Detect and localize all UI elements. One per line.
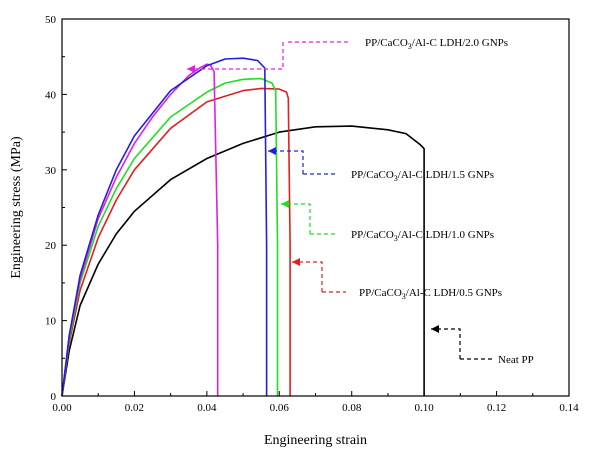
series-line-4 [61,63,219,397]
legend-label-subscript: 3 [394,174,398,183]
x-tick-label: 0.06 [270,402,290,414]
y-tick-label: 50 [45,14,57,26]
x-tick-label: 0.14 [559,402,579,414]
x-tick-label: 0.12 [487,402,506,414]
legend-arrow-head-1 [292,258,300,266]
data-curves [61,57,425,397]
legend-label-prefix: PP/CaCO [359,287,402,299]
legend-label-prefix: PP/CaCO [365,37,408,49]
legend-label-0: Neat PP [498,354,534,366]
x-tick-label: 0.02 [125,402,144,414]
legend-arrow-head-4 [187,65,195,73]
y-axis-title: Engineering stress (MPa) [9,136,24,279]
legend-arrow-line-3 [268,150,304,174]
y-tick-label: 20 [45,240,57,252]
y-tick-label: 0 [51,391,57,403]
legend-label-subscript: 3 [402,292,406,301]
plot-frame [61,18,570,397]
legend-label-prefix: PP/CaCO [351,229,394,241]
y-tick-label: 40 [45,89,57,101]
legend-arrow-line-4 [187,42,284,70]
legend-label-4: PP/CaCO3/Al-C LDH/2.0 GNPs [365,37,508,51]
legend-label-suffix: /Al-C LDH/0.5 GNPs [406,287,502,299]
legend-arrow-line-1 [292,261,323,292]
series-line-1 [61,87,291,397]
x-tick-label: 0.08 [342,402,362,414]
tick-labels: 0.00 0.02 0.04 0.06 0.08 0.10 0.12 0.14 0 10 20 30 4… [45,14,579,414]
legend-label-text: Neat PP [498,354,534,366]
legend-label-subscript: 3 [408,42,412,51]
series-line-0 [61,125,425,397]
x-tick-label: 0.10 [415,402,435,414]
legend-arrow-head-0 [431,325,439,333]
series-line-3 [61,57,268,397]
x-axis-title: Engineering strain [264,433,367,448]
y-tick-label: 30 [45,165,57,177]
legend-label-2: PP/CaCO3/Al-C LDH/1.0 GNPs [351,229,494,243]
legend-label-prefix: PP/CaCO [351,169,394,181]
legend-label-subscript: 3 [394,234,398,243]
legend-label-3: PP/CaCO3/Al-C LDH/1.5 GNPs [351,169,494,183]
legend-arrow-line-2 [281,203,311,234]
legend-label-suffix: /Al-C LDH/1.0 GNPs [398,229,494,241]
series-line-2 [61,77,279,397]
legend-arrow-head-3 [268,147,276,155]
legend-label-suffix: /Al-C LDH/2.0 GNPs [412,37,508,49]
legend-label-1: PP/CaCO3/Al-C LDH/0.5 GNPs [359,287,502,301]
legend-label-suffix: /Al-C LDH/1.5 GNPs [398,169,494,181]
y-tick-label: 10 [45,316,57,328]
legend-arrow-line-0 [431,328,461,359]
x-tick-label: 0.00 [52,402,72,414]
legend-annotations: PP/CaCO3/Al-C LDH/2.0 GNPsPP/CaCO3/Al-C … [187,37,534,366]
legend-arrow-head-2 [281,200,289,208]
x-tick-label: 0.04 [197,402,217,414]
